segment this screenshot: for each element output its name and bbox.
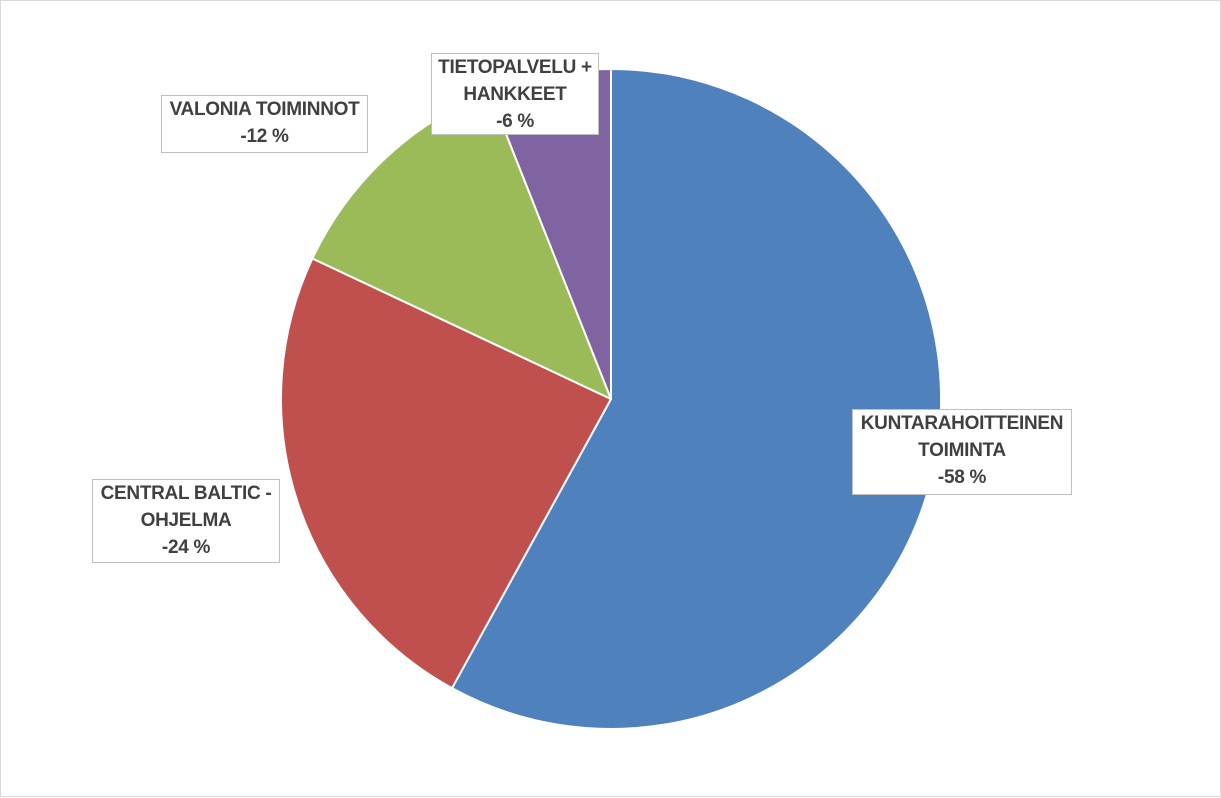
slice-label-tietopalvelu: TIETOPALVELU + HANKKEET -6 % [431, 53, 599, 135]
slice-label-line-2: OHJELMA [140, 510, 232, 531]
slice-value: -58 % [937, 467, 987, 488]
slice-label-line-2: TOIMINTA [918, 440, 1006, 461]
slice-label-central-baltic: CENTRAL BALTIC - OHJELMA -24 % [92, 479, 280, 563]
slice-label-line-1: VALONIA TOIMINNOT [169, 99, 360, 120]
slice-label-line-2: HANKKEET [463, 84, 567, 105]
pie-slice-1 [280, 257, 612, 690]
slice-value: -6 % [496, 111, 534, 132]
slice-label-line-1: TIETOPALVELU + [438, 57, 592, 78]
slice-label-kuntarahoitteinen: KUNTARAHOITTEINEN TOIMINTA -58 % [852, 409, 1072, 495]
slice-label-valonia: VALONIA TOIMINNOT -12 % [161, 95, 368, 153]
slice-value: -12 % [240, 126, 289, 147]
slice-label-line-1: KUNTARAHOITTEINEN [860, 413, 1064, 434]
slice-value: -24 % [161, 537, 211, 558]
slice-label-line-1: CENTRAL BALTIC - [100, 483, 272, 504]
